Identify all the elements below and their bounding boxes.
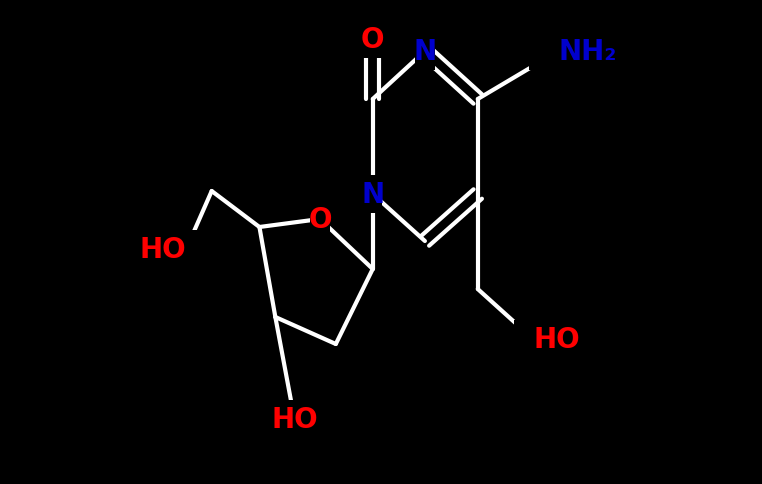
- Bar: [514, 320, 552, 359]
- Bar: [530, 32, 588, 71]
- Text: O: O: [361, 26, 385, 54]
- Bar: [310, 200, 330, 239]
- Text: HO: HO: [139, 236, 186, 263]
- Bar: [275, 400, 314, 439]
- Bar: [415, 32, 434, 71]
- Bar: [167, 230, 206, 269]
- Text: N: N: [361, 181, 384, 209]
- Bar: [363, 20, 383, 59]
- Bar: [363, 175, 383, 214]
- Text: O: O: [308, 206, 331, 233]
- Text: HO: HO: [533, 325, 580, 353]
- Text: NH₂: NH₂: [559, 38, 617, 66]
- Text: HO: HO: [271, 405, 318, 433]
- Text: N: N: [413, 38, 437, 66]
